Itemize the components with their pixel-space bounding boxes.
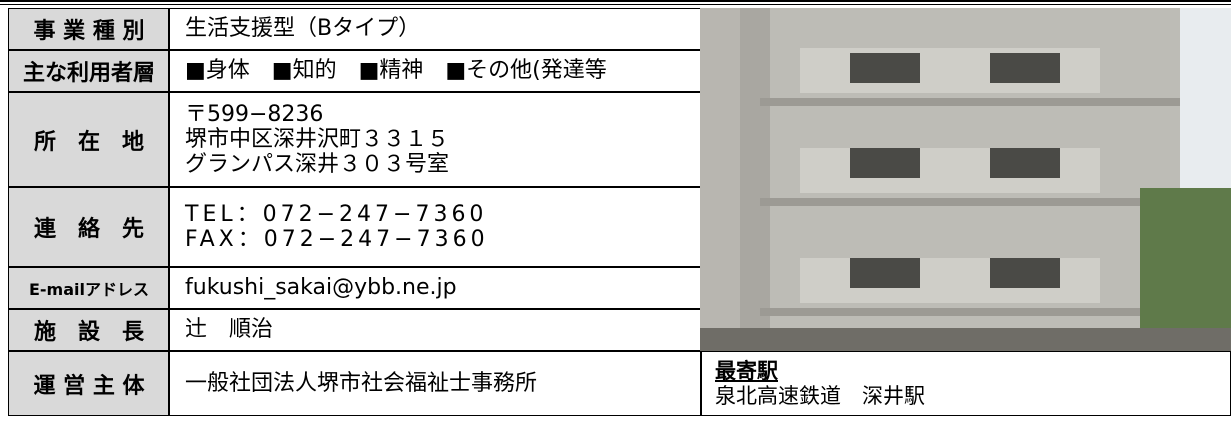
value-line: 堺市中区深井沢町３３１５	[185, 126, 450, 152]
row-value: TEL：072−247−7360 FAX：072−247−7360	[168, 187, 702, 267]
value-line: 〒599−8236	[185, 101, 324, 127]
row-label: 運 営 主 体	[8, 351, 170, 416]
value-line: fukushi_sakai@ybb.ne.jp	[185, 275, 457, 301]
row-label: 事 業 種 別	[8, 8, 170, 50]
row-label: 施 設 長	[8, 309, 170, 351]
top-rule	[0, 0, 1231, 5]
row-value: 生活支援型（Bタイプ）	[168, 8, 702, 50]
value-line: 辻 順治	[185, 317, 274, 343]
row-label: E-mailアドレス	[8, 267, 170, 309]
row-value: fukushi_sakai@ybb.ne.jp	[168, 267, 702, 309]
row-label: 連 絡 先	[8, 187, 170, 267]
value-line: グランパス深井３０３号室	[185, 152, 450, 178]
station-heading: 最寄駅	[715, 359, 778, 384]
station-cell: 最寄駅 泉北高速鉄道 深井駅	[700, 351, 1231, 416]
value-line: 一般社団法人堺市社会福祉士事務所	[185, 370, 538, 396]
row-label: 主な利用者層	[8, 50, 170, 92]
building-photo	[700, 8, 1231, 351]
value-line: 生活支援型（Bタイプ）	[185, 16, 421, 42]
value-line: ■身体 ■知的 ■精神 ■その他(発達等	[185, 58, 607, 84]
station-text: 泉北高速鉄道 深井駅	[715, 383, 925, 408]
row-label: 所 在 地	[8, 92, 170, 187]
row-value: 一般社団法人堺市社会福祉士事務所	[168, 351, 702, 416]
row-value: ■身体 ■知的 ■精神 ■その他(発達等	[168, 50, 702, 92]
value-line: TEL：072−247−7360	[185, 201, 488, 227]
row-value: 辻 順治	[168, 309, 702, 351]
value-line: FAX：072−247−7360	[185, 227, 489, 252]
row-value: 〒599−8236 堺市中区深井沢町３３１５ グランパス深井３０３号室	[168, 92, 702, 187]
